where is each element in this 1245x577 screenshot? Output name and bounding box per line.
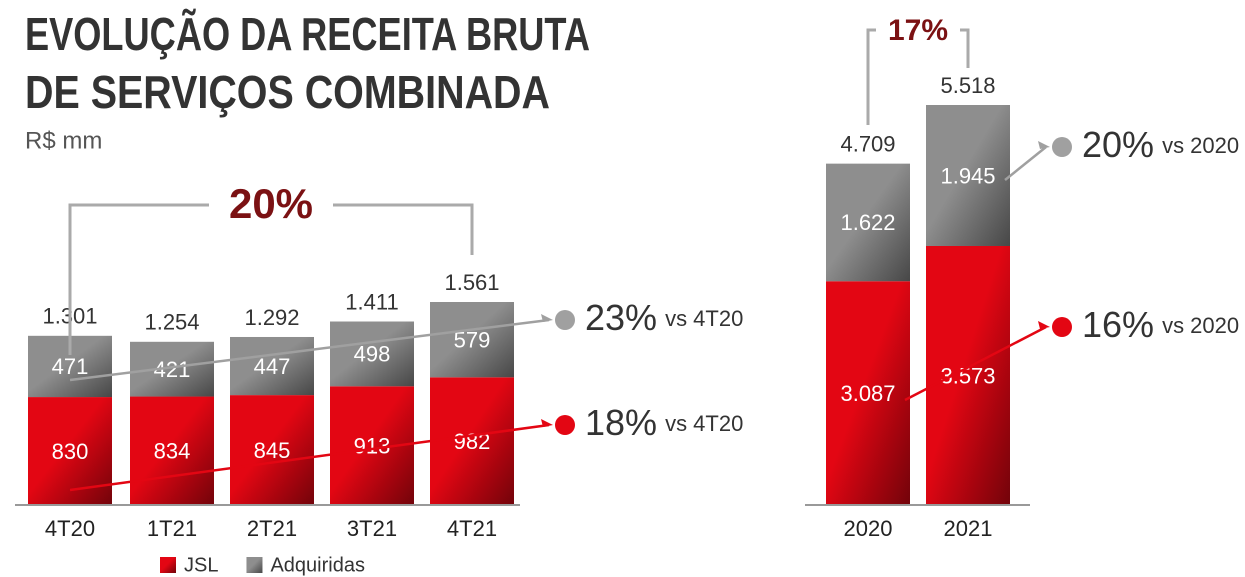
change-value: 16% [1082,304,1154,345]
change-annotation: 23% vs 4T20 [585,297,743,338]
data-label: 834 [154,439,191,464]
trend-arrow [1038,321,1050,329]
bar-segment [926,105,1010,246]
change-label: vs 4T20 [665,411,743,436]
bar-segment [230,395,314,505]
change-label: vs 4T20 [665,306,743,331]
data-label: 830 [52,439,89,464]
annotation-dot [1052,137,1072,157]
bar-segment [130,396,214,505]
trend-arrow [541,314,553,322]
trend-line [69,318,550,382]
change-label: vs 2020 [1162,133,1239,158]
legend-swatch [160,557,176,573]
data-label: 447 [254,354,291,379]
bar-segment [926,245,1010,506]
chart-title: DE SERVIÇOS COMBINADA [25,66,550,118]
data-label: 498 [354,342,391,367]
x-tick-label: 1T21 [147,516,197,541]
growth-bracket [866,28,970,125]
total-label: 5.518 [940,73,995,98]
x-tick-label: 4T21 [447,516,497,541]
growth-label: 17% [888,14,948,47]
total-label: 1.292 [244,305,299,330]
change-label: vs 2020 [1162,313,1239,338]
data-label: 471 [52,354,89,379]
trend-line [69,423,550,492]
bar-segment [826,163,910,282]
data-label: 845 [254,438,291,463]
annotation-dot [1052,317,1072,337]
growth-label: 20% [229,180,313,227]
change-value: 20% [1082,124,1154,165]
bar-segment [230,336,314,396]
annotation-dot [555,310,575,330]
legend-label: JSL [184,554,218,576]
bar-segment [330,321,414,387]
bar-segment [826,281,910,505]
change-annotation: 16% vs 2020 [1082,304,1239,345]
growth-bracket [68,203,474,355]
chart-title: EVOLUÇÃO DA RECEITA BRUTA [25,8,590,60]
data-label: 1.945 [940,163,995,188]
x-tick-label: 2021 [944,516,993,541]
change-annotation: 18% vs 4T20 [585,402,743,443]
change-value: 23% [585,297,657,338]
legend-label: Adquiridas [270,554,365,576]
change-annotation: 20% vs 2020 [1082,124,1239,165]
x-tick-label: 2020 [844,516,893,541]
total-label: 1.561 [444,270,499,295]
bar-segment [430,302,514,378]
x-tick-label: 4T20 [45,516,95,541]
bar-segment [130,341,214,397]
legend-swatch [246,557,263,573]
bar-segment [430,377,514,505]
change-value: 18% [585,402,657,443]
annotation-dot [555,415,575,435]
data-label: 913 [354,433,391,458]
total-label: 1.411 [345,289,398,314]
data-label: 1.622 [840,210,895,235]
trend-arrow [541,419,553,427]
trend-line [1004,146,1047,181]
data-label: 3.087 [840,381,895,406]
total-label: 4.709 [840,131,895,156]
trend-line [904,325,1047,402]
chart-subtitle: R$ mm [25,127,102,154]
x-tick-label: 3T21 [347,516,397,541]
total-label: 1.254 [144,310,199,335]
trend-arrow [1038,141,1050,149]
x-tick-label: 2T21 [247,516,297,541]
